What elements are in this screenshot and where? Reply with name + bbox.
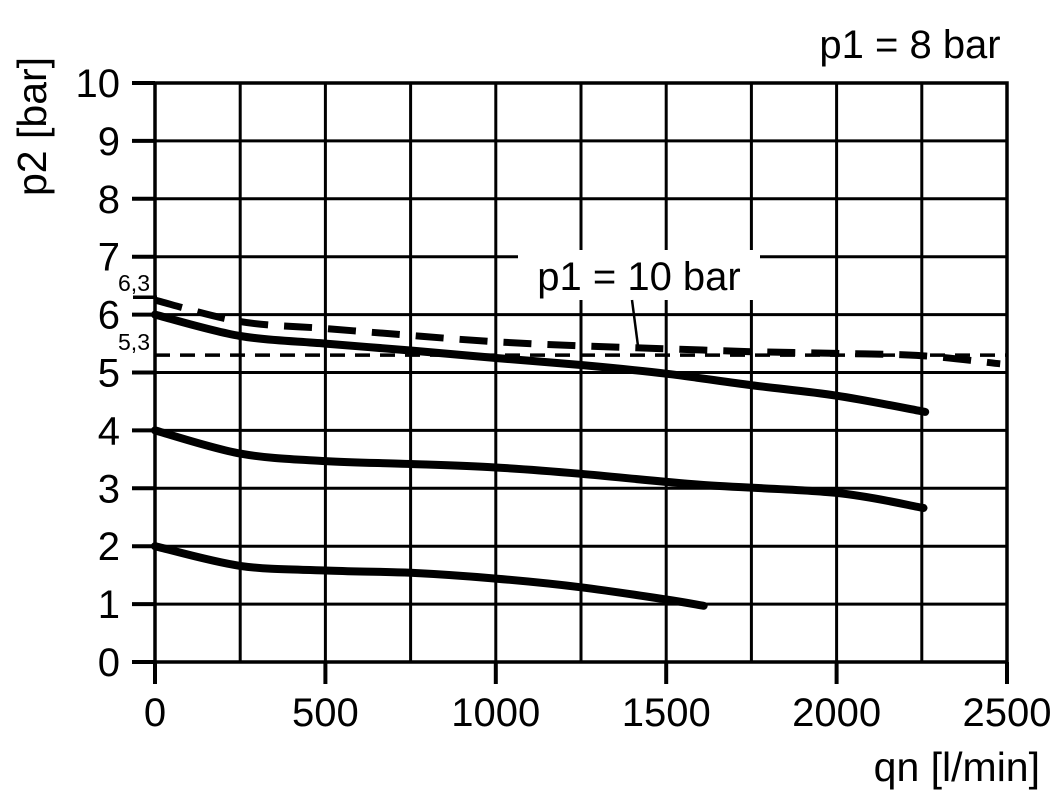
x-tick-label: 1500 [622, 691, 711, 735]
curve-p1-8-bar-upper-curve-set-6-bar [151, 310, 930, 416]
y-tick-label: 3 [98, 467, 120, 511]
y-tick-label: 9 [98, 120, 120, 164]
y-axis-title: p2 [bar] [9, 57, 55, 196]
y-tick-label: 7 [98, 236, 120, 280]
ref-label-6-3: 6,3 [118, 270, 150, 296]
curve-p1-10-bar [154, 296, 1001, 368]
annotation-pointer-line [630, 299, 640, 347]
y-tick-label: 2 [98, 525, 120, 569]
x-tick-label: 0 [144, 691, 166, 735]
x-tick-label: 2000 [792, 691, 881, 735]
y-tick-label: 10 [76, 62, 121, 106]
y-tick-label: 8 [98, 178, 120, 222]
y-tick-label: 5 [98, 352, 120, 396]
y-tick-label: 0 [98, 641, 120, 685]
chart-plot-area: 0 1 2 3 4 5 6 7 8 9 10 0 500 1000 1500 2000 2500 [76, 62, 1051, 735]
y-tick-label: 1 [98, 583, 120, 627]
ref-label-5-3: 5,3 [118, 329, 150, 355]
p1-8bar-annotation: p1 = 8 bar [819, 23, 1000, 67]
curve-p1-8-bar-lower-curve-set-2-bar [151, 542, 708, 610]
x-tick-label: 500 [292, 691, 359, 735]
curve-annotation-background [518, 250, 760, 300]
x-axis-title: qn [l/min] [874, 744, 1040, 790]
curve-p1-8-bar-middle-curve-set-4-bar [151, 426, 928, 512]
p1-10bar-annotation: p1 = 10 bar [537, 255, 741, 299]
x-tick-label: 2500 [963, 691, 1051, 735]
y-tick-label: 4 [98, 409, 120, 453]
x-tick-label: 1000 [451, 691, 540, 735]
y-tick-label: 6 [98, 294, 120, 338]
